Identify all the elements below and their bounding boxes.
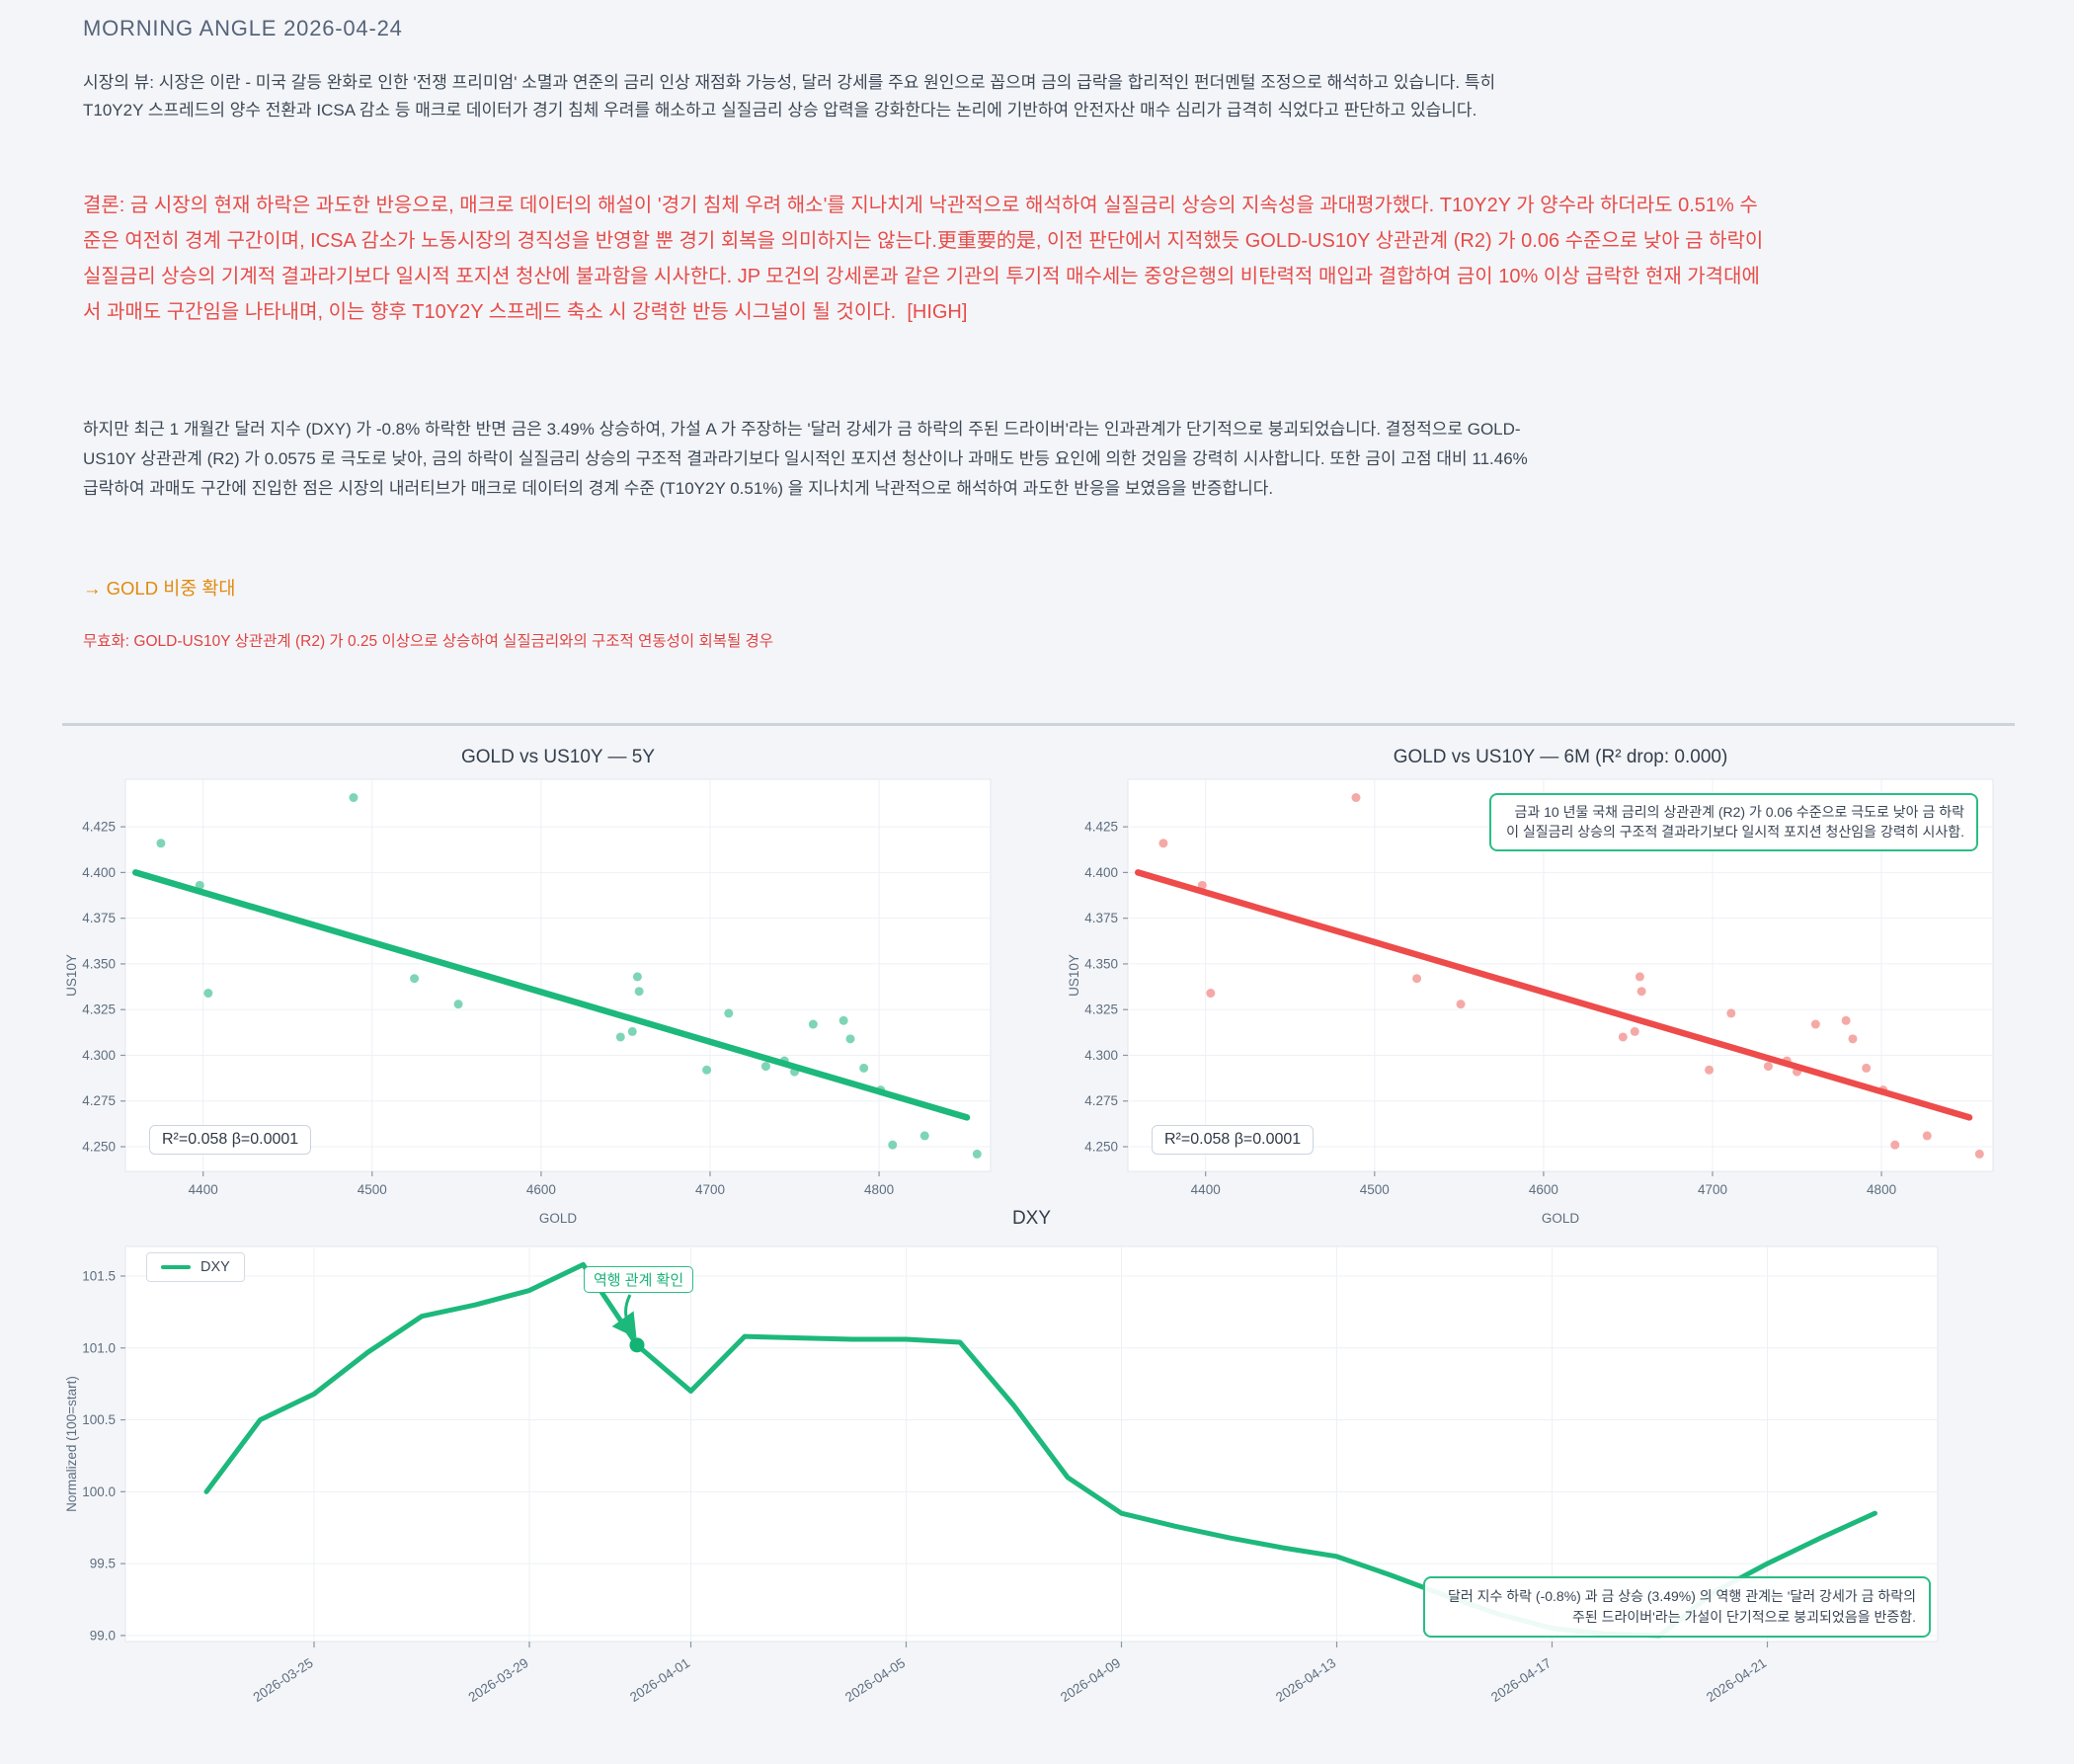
chart-title: GOLD vs US10Y — 5Y: [461, 747, 655, 767]
svg-text:2026-04-09: 2026-04-09: [1058, 1655, 1123, 1705]
y-axis-label: US10Y: [64, 954, 79, 997]
svg-text:4.300: 4.300: [82, 1048, 116, 1063]
svg-text:2026-04-17: 2026-04-17: [1488, 1655, 1554, 1705]
svg-text:4.350: 4.350: [1084, 956, 1118, 971]
svg-text:4600: 4600: [526, 1182, 556, 1197]
svg-text:4800: 4800: [864, 1182, 894, 1197]
chart-gold-us10y-5y: GOLD vs US10Y — 5Y 4400 4500 4600 4700 4800 4.…: [62, 736, 1035, 1240]
svg-text:4.425: 4.425: [1084, 820, 1118, 835]
scatter-points: [156, 793, 982, 1159]
svg-text:101.0: 101.0: [82, 1340, 116, 1355]
market-view-paragraph: 시장의 뷰: 시장은 이란 - 미국 갈등 완화로 인한 '전쟁 프리미엄' 소…: [83, 73, 1500, 120]
svg-text:100.0: 100.0: [82, 1484, 116, 1499]
svg-text:4.375: 4.375: [82, 911, 116, 925]
svg-text:2026-04-13: 2026-04-13: [1273, 1655, 1338, 1705]
svg-text:2026-04-01: 2026-04-01: [627, 1655, 692, 1705]
svg-text:4.375: 4.375: [1084, 911, 1118, 925]
dxy-legend-label: DXY: [200, 1259, 230, 1275]
svg-text:99.0: 99.0: [90, 1628, 116, 1643]
svg-text:4.275: 4.275: [82, 1093, 116, 1108]
svg-text:4700: 4700: [1698, 1182, 1727, 1197]
svg-text:4.350: 4.350: [82, 956, 116, 971]
y-axis-label: Normalized (100=start): [64, 1376, 79, 1512]
svg-text:4800: 4800: [1867, 1182, 1896, 1197]
chart-title: DXY: [1012, 1208, 1051, 1229]
dxy-hypothesis-note: 달러 지수 하락 (-0.8%) 과 금 상승 (3.49%) 의 역행 관계는…: [1423, 1576, 1931, 1638]
plot-area: [124, 778, 992, 1172]
y-axis-label: US10Y: [1067, 954, 1081, 997]
svg-text:2026-03-29: 2026-03-29: [466, 1655, 531, 1705]
svg-text:4.250: 4.250: [1084, 1140, 1118, 1155]
conclusion-paragraph: 결론: 금 시장의 현재 하락은 과도한 반응으로, 매크로 데이터의 해설이 …: [83, 195, 1769, 323]
x-axis-label: GOLD: [539, 1211, 578, 1226]
scatter-5y-svg: GOLD vs US10Y — 5Y 4400 4500 4600 4700 4800 4.…: [64, 747, 992, 1226]
svg-text:4.425: 4.425: [82, 820, 116, 835]
chart-dxy: DXY 2026-03-25 2026-03-29 2026-04-01 2026-04…: [62, 1197, 2018, 1764]
section-divider: [62, 723, 2015, 726]
r2-beta-label-6m: R²=0.058 β=0.0001: [1152, 1125, 1315, 1155]
svg-text:4.325: 4.325: [82, 1002, 116, 1017]
grid-and-ticks: 4400 4500 4600 4700 4800 4.250 4.275 4.300 4.325…: [82, 779, 991, 1197]
svg-text:4400: 4400: [1191, 1182, 1221, 1197]
svg-text:4.400: 4.400: [1084, 865, 1118, 880]
evidence-paragraph: 하지만 최근 1 개월간 달러 지수 (DXY) 가 -0.8% 하락한 반면 …: [83, 420, 1533, 498]
chart-gold-us10y-6m: GOLD vs US10Y — 6M (R² drop: 0.000) 4400 4…: [1065, 736, 2037, 1240]
invalidation-condition: 무효화: GOLD-US10Y 상관관계 (R2) 가 0.25 이상으로 상승…: [83, 633, 774, 650]
svg-text:4400: 4400: [189, 1182, 218, 1197]
svg-text:100.5: 100.5: [82, 1412, 116, 1427]
trend-line: [1135, 869, 1973, 1121]
svg-text:2026-03-25: 2026-03-25: [251, 1655, 316, 1705]
inverse-relation-callout: 역행 관계 확인: [584, 1266, 694, 1293]
svg-text:4600: 4600: [1529, 1182, 1558, 1197]
inverse-relation-point: [629, 1337, 645, 1353]
svg-text:99.5: 99.5: [90, 1557, 116, 1571]
r2-beta-label-5y: R²=0.058 β=0.0001: [149, 1125, 312, 1155]
trend-line: [132, 869, 971, 1121]
svg-text:4.300: 4.300: [1084, 1048, 1118, 1063]
svg-text:4500: 4500: [358, 1182, 387, 1197]
svg-text:4.250: 4.250: [82, 1140, 116, 1155]
grid-and-ticks: 4400 4500 4600 4700 4800 4.250 4.275 4.300 4.325…: [1084, 779, 1993, 1197]
chart-title: GOLD vs US10Y — 6M (R² drop: 0.000): [1394, 747, 1728, 767]
svg-text:2026-04-21: 2026-04-21: [1704, 1655, 1769, 1705]
callout-arrow: [611, 1294, 637, 1338]
svg-text:4.400: 4.400: [82, 865, 116, 880]
dxy-line-svg: DXY 2026-03-25 2026-03-29 2026-04-01 2026-04…: [64, 1208, 1939, 1705]
svg-text:101.5: 101.5: [82, 1268, 116, 1283]
svg-text:4700: 4700: [695, 1182, 725, 1197]
x-axis-label: GOLD: [1542, 1211, 1580, 1226]
svg-text:4.325: 4.325: [1084, 1002, 1118, 1017]
correlation-annotation: 금과 10 년물 국채 금리의 상관관계 (R2) 가 0.06 수준으로 극도…: [1489, 793, 1978, 851]
svg-text:4.275: 4.275: [1084, 1093, 1118, 1108]
dxy-legend: DXY: [146, 1252, 245, 1282]
svg-text:2026-04-05: 2026-04-05: [842, 1655, 908, 1705]
plot-area: [124, 1245, 1939, 1643]
svg-text:4500: 4500: [1360, 1182, 1390, 1197]
page-title: MORNING ANGLE 2026-04-24: [83, 16, 403, 40]
dxy-legend-line-swatch: [161, 1264, 191, 1270]
action-recommendation: → GOLD 비중 확대: [83, 578, 236, 599]
